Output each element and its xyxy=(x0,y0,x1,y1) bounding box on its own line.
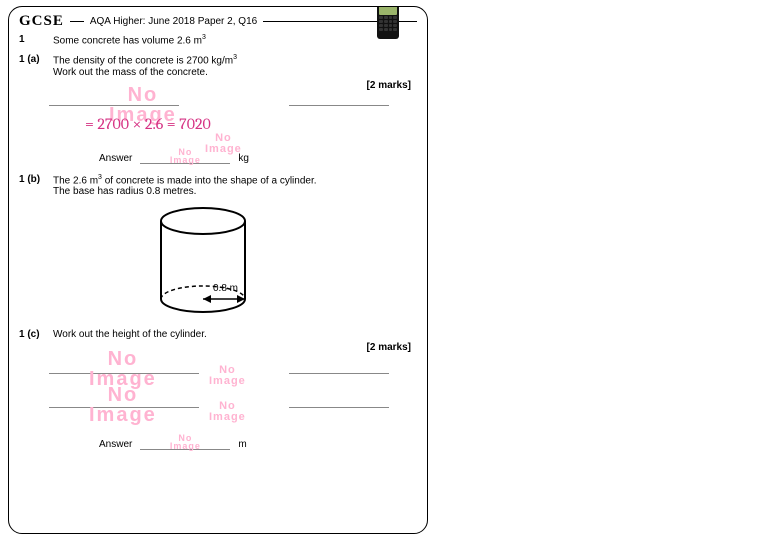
no-image-placeholder: NoImage xyxy=(209,365,246,387)
answer-unit: m xyxy=(238,439,246,450)
answer-label: Answer xyxy=(99,439,132,450)
q1-text: Some concrete has volume 2.6 m3 xyxy=(53,34,417,46)
q1b-number: 1 (b) xyxy=(19,174,45,197)
no-image-placeholder: NoImage xyxy=(209,401,246,423)
q1a: 1 (a) The density of the concrete is 270… xyxy=(19,54,417,77)
answer-label: Answer xyxy=(99,153,132,164)
q1c-text: Work out the height of the cylinder. xyxy=(53,329,417,340)
q1a-text: The density of the concrete is 2700 kg/m… xyxy=(53,54,417,77)
cylinder-diagram: 0.8 m xyxy=(19,203,417,323)
worksheet-page: GCSE AQA Higher: June 2018 Paper 2, Q16 … xyxy=(8,6,428,534)
q1a-equation: = 2700 × 2.6 = 7020 xyxy=(85,115,211,133)
q1c-number: 1 (c) xyxy=(19,329,45,340)
q1a-answer-line: Answer NoImage kg xyxy=(99,153,417,164)
radius-label: 0.8 m xyxy=(213,283,238,294)
q1a-marks: [2 marks] xyxy=(19,80,417,91)
no-image-placeholder: NoImage xyxy=(170,148,201,164)
brand: GCSE xyxy=(19,13,64,30)
paper-title: AQA Higher: June 2018 Paper 2, Q16 xyxy=(90,16,257,27)
q1b: 1 (b) The 2.6 m3 of concrete is made int… xyxy=(19,174,417,197)
calculator-icon xyxy=(377,6,399,39)
q1b-text: The 2.6 m3 of concrete is made into the … xyxy=(53,174,417,197)
header: GCSE AQA Higher: June 2018 Paper 2, Q16 xyxy=(19,13,417,30)
no-image-placeholder: NoImage xyxy=(170,434,201,450)
q1-number: 1 xyxy=(19,34,45,46)
q1c-marks: [2 marks] xyxy=(19,342,417,353)
q1a-number: 1 (a) xyxy=(19,54,45,77)
q1c: 1 (c) Work out the height of the cylinde… xyxy=(19,329,417,340)
answer-blank: NoImage xyxy=(140,440,230,450)
no-image-placeholder: NoImage xyxy=(89,385,157,425)
no-image-placeholder: NoImage xyxy=(89,349,157,389)
q1c-answer-line: Answer NoImage m xyxy=(99,439,417,450)
no-image-placeholder: NoImage xyxy=(205,133,242,155)
q1a-working-area: NoImage = 2700 × 2.6 = 7020 NoImage xyxy=(19,93,417,151)
q1c-working-area: NoImage NoImage NoImage NoImage xyxy=(19,355,417,437)
q1-stem: 1 Some concrete has volume 2.6 m3 xyxy=(19,34,417,46)
answer-blank: NoImage xyxy=(140,154,230,164)
